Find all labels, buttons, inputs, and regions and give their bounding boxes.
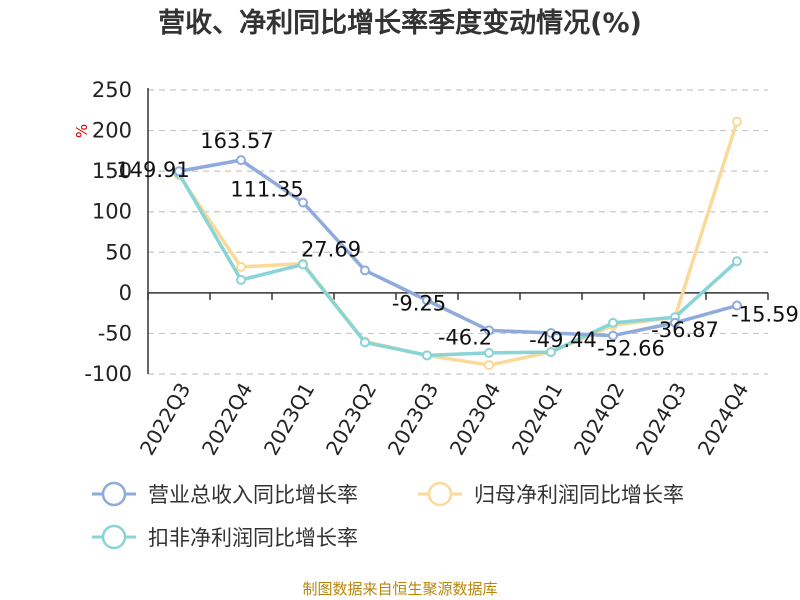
series-line: [178, 158, 738, 338]
x-tick-labels: 2022Q3 2022Q4 2023Q1 2023Q2 2023Q3 2023Q4 2024…: [135, 379, 753, 460]
axes: [147, 88, 769, 374]
data-point: [236, 274, 246, 285]
y-tick-label: 200: [92, 119, 132, 143]
legend-label: 扣非净利润同比增长率: [148, 526, 358, 550]
data-point: [298, 259, 308, 270]
data-point: [732, 300, 742, 311]
source-note: 制图数据来自恒生聚源数据库: [302, 580, 497, 598]
y-tick-labels: -100 -50 0 50 100 150 200 250: [84, 78, 132, 386]
data-label: -46.2: [438, 325, 492, 349]
data-label: 27.69: [301, 237, 361, 261]
legend-label: 营业总收入同比增长率: [148, 483, 358, 507]
data-point: [484, 360, 494, 371]
series-lines: [174, 116, 742, 371]
x-tick-label: 2024Q3: [631, 379, 691, 460]
x-tick-label: 2023Q4: [445, 379, 505, 460]
x-tick-label: 2023Q2: [321, 379, 381, 460]
data-point: [608, 317, 618, 328]
data-label: -49.44: [529, 328, 597, 352]
data-point: [732, 116, 742, 127]
data-label: -9.25: [392, 291, 446, 315]
data-point: [236, 155, 246, 166]
chart-title: 营收、净利同比增长率季度变动情况(%): [158, 7, 642, 39]
legend-item: 营业总收入同比增长率: [92, 481, 358, 507]
x-tick-label: 2024Q2: [569, 379, 629, 460]
data-label: -36.87: [651, 318, 719, 342]
legend-label: 归母净利润同比增长率: [474, 483, 684, 507]
y-axis-label: %: [73, 124, 91, 138]
x-tick-label: 2023Q1: [259, 379, 319, 460]
legend-marker: [101, 524, 127, 550]
x-tick-label: 2024Q4: [693, 379, 753, 460]
data-label: -52.66: [597, 337, 665, 361]
data-label: -15.59: [731, 303, 799, 327]
y-tick-label: 250: [92, 78, 132, 102]
legend-marker: [427, 481, 453, 507]
x-tick-label: 2024Q1: [507, 379, 567, 460]
y-tick-label: 50: [105, 240, 132, 264]
data-point: [546, 327, 556, 338]
y-tick-label: -100: [84, 362, 132, 386]
data-point: [422, 295, 432, 306]
data-point: [546, 347, 556, 358]
y-tick-label: 150: [92, 159, 132, 183]
data-point: [608, 330, 618, 341]
legend-item: 归母净利润同比增长率: [418, 481, 684, 507]
data-point: [732, 256, 742, 267]
x-tick-label: 2023Q3: [383, 379, 443, 460]
data-point: [670, 317, 680, 328]
data-point: [236, 261, 246, 272]
grid-lines: [148, 89, 768, 375]
data-label: 149.91: [116, 158, 189, 182]
legend-item: 扣非净利润同比增长率: [92, 524, 358, 550]
x-tick-label: 2022Q4: [197, 379, 257, 460]
data-label: 163.57: [200, 129, 273, 153]
data-point: [360, 265, 370, 276]
data-point: [484, 325, 494, 336]
legend-marker: [101, 481, 127, 507]
y-tick-label: -50: [98, 321, 132, 345]
series-line: [177, 172, 739, 358]
data-point: [422, 350, 432, 361]
y-tick-label: 100: [92, 200, 132, 224]
data-point: [298, 197, 308, 208]
y-tick-label: 0: [119, 281, 132, 305]
data-point: [360, 337, 370, 348]
data-label: 111.35: [230, 178, 303, 202]
data-point: [174, 166, 184, 177]
data-point: [484, 347, 494, 358]
x-tick-label: 2022Q3: [135, 379, 195, 460]
